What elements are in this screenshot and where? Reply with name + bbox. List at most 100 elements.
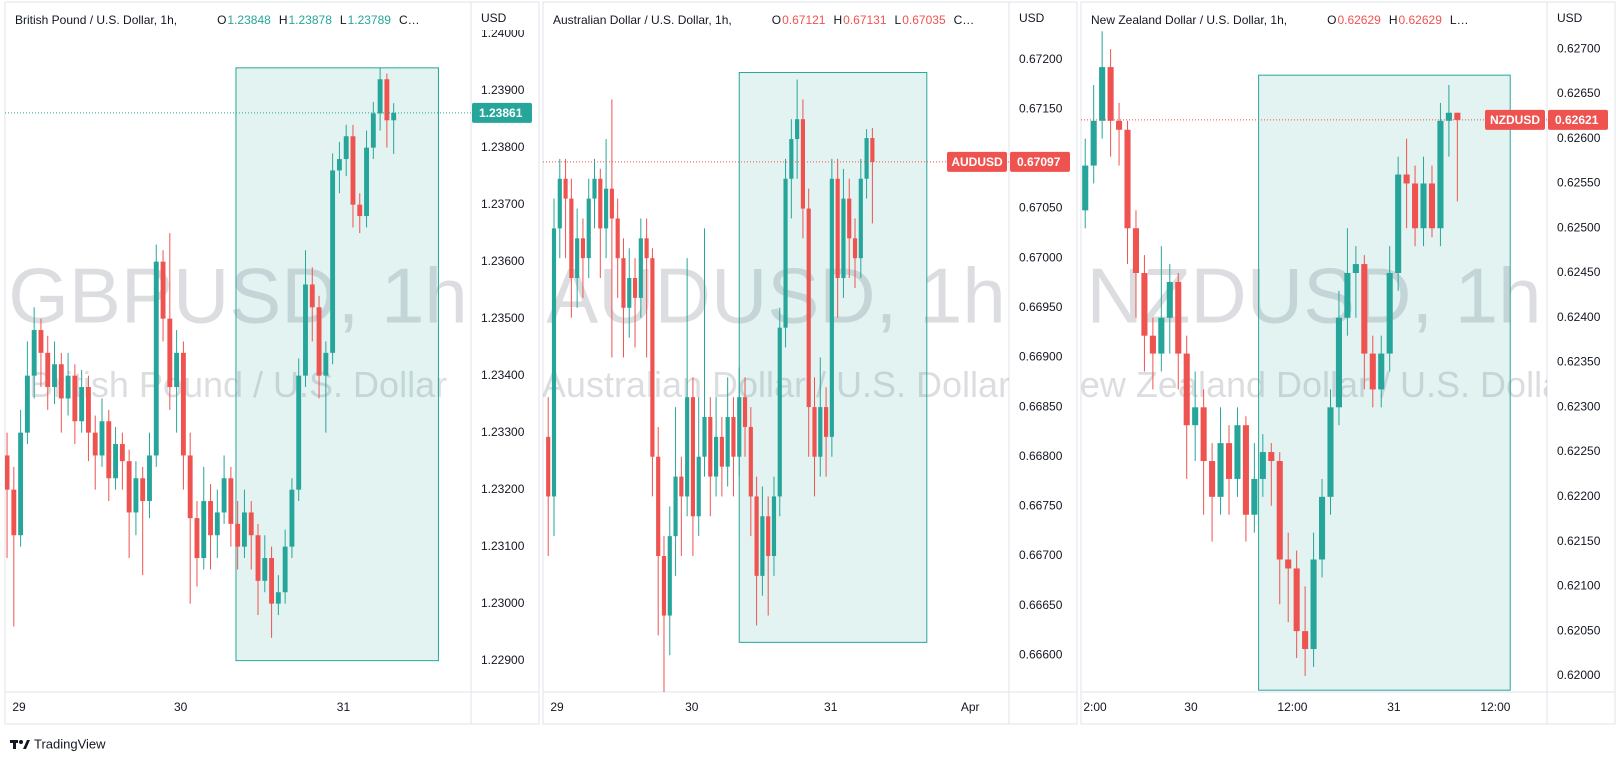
y-tick-label: 1.23400 <box>481 368 525 382</box>
candle-body <box>644 238 649 259</box>
y-tick-label: 0.62350 <box>1557 355 1601 369</box>
ohlc-value: 1.23878 <box>288 13 332 27</box>
y-tick-label: 0.66750 <box>1019 499 1063 513</box>
y-tick-label: 0.62000 <box>1557 668 1601 682</box>
candle-body <box>1445 112 1452 121</box>
candle-body <box>679 476 684 497</box>
x-tick-label: Apr <box>961 700 980 714</box>
candle-body <box>330 170 336 353</box>
candle-body <box>1412 183 1419 229</box>
candle-body <box>65 375 71 399</box>
candle-body <box>1099 67 1106 121</box>
symbol-title: British Pound / U.S. Dollar, 1h, <box>15 13 177 27</box>
candle-body <box>323 352 329 376</box>
header-bg <box>547 9 1005 31</box>
x-tick-label: 2:00 <box>1083 700 1107 714</box>
candle-body <box>1116 120 1123 130</box>
logo-mark <box>19 740 23 744</box>
ohlc-more: L… <box>1450 13 1469 27</box>
x-tick-label: 31 <box>337 700 351 714</box>
ohlc-label: L <box>340 13 347 27</box>
candle-body <box>870 138 875 162</box>
candle-body <box>52 364 57 388</box>
y-tick-label: 0.62300 <box>1557 399 1601 413</box>
candle-body <box>5 455 10 490</box>
candle-body <box>1293 568 1300 632</box>
symbol-tag <box>1485 109 1545 130</box>
candle-body <box>1200 407 1207 462</box>
y-tick-label: 0.62550 <box>1557 176 1601 190</box>
y-tick-label: 1.22900 <box>481 653 525 667</box>
y-tick-label: 0.67200 <box>1019 52 1063 66</box>
candle-body <box>391 112 397 121</box>
candle-body <box>153 261 159 456</box>
candle-body <box>1285 559 1292 569</box>
y-tick-label: 0.62600 <box>1557 131 1601 145</box>
ohlc-label: O <box>1327 13 1336 27</box>
candle-body <box>615 218 620 259</box>
watermark-subtitle: New Zealand Dollar / U.S. Dollar <box>1054 364 1574 405</box>
brand-name: TradingView <box>34 736 106 751</box>
candle-body <box>760 516 765 576</box>
candle-body <box>835 178 840 279</box>
ohlc-value: 0.62629 <box>1337 13 1381 27</box>
chart-panel: NZDUSD, 1hNew Zealand Dollar / U.S. Doll… <box>1054 1 1616 725</box>
candle-body <box>575 238 580 279</box>
candle-body <box>1420 183 1427 229</box>
candle-body <box>282 546 288 593</box>
candle-body <box>604 188 609 229</box>
candle-body <box>11 489 17 536</box>
candle-body <box>546 436 551 497</box>
candle-body <box>1318 496 1326 560</box>
y-tick-label: 1.23500 <box>481 311 525 325</box>
candle-body <box>777 327 782 497</box>
candle-body <box>1378 353 1385 390</box>
ohlc-value: 0.67121 <box>782 13 826 27</box>
candle-body <box>31 330 37 376</box>
candle-body <box>702 417 707 457</box>
candle-body <box>1344 273 1351 318</box>
candle-body <box>580 238 586 259</box>
y-tick-label: 0.66650 <box>1019 598 1063 612</box>
candle-body <box>609 188 614 219</box>
y-tick-label: 0.62100 <box>1557 579 1601 593</box>
candle-body <box>140 478 146 502</box>
y-tick-label: 1.23300 <box>481 425 525 439</box>
candle-body <box>377 79 383 114</box>
candle-body <box>350 136 356 205</box>
y-tick-label: 0.67050 <box>1019 201 1063 215</box>
candle-body <box>336 159 342 171</box>
candle-body <box>1217 443 1224 497</box>
y-axis-label: USD <box>1019 11 1045 25</box>
candle-body <box>303 284 308 376</box>
candle-body <box>1251 478 1258 515</box>
candle-body <box>214 512 220 536</box>
candle-body <box>38 330 44 353</box>
candle-body <box>119 444 125 462</box>
ohlc-label: H <box>279 13 288 27</box>
watermark: GBPUSD, 1h <box>8 252 468 340</box>
candle-body <box>201 501 207 559</box>
candle-body <box>262 558 268 581</box>
candle-body <box>357 204 363 217</box>
candle-body <box>742 397 748 427</box>
candle-body <box>370 113 376 148</box>
x-tick-label: 12:00 <box>1480 700 1510 714</box>
candle-body <box>748 426 753 497</box>
candle-body <box>24 375 30 433</box>
y-tick-label: 0.66900 <box>1019 350 1063 364</box>
candle-body <box>1335 317 1342 408</box>
candle-body <box>852 238 858 259</box>
candle-body <box>800 119 806 209</box>
candle-body <box>45 352 51 388</box>
ohlc-label: H <box>1389 13 1398 27</box>
candle-body <box>1141 273 1148 336</box>
candle-body <box>847 198 852 239</box>
symbol-tag <box>947 151 1007 172</box>
candle-body <box>1192 407 1199 426</box>
candle-body <box>621 258 626 308</box>
x-tick-label: 30 <box>685 700 699 714</box>
candle-body <box>1132 228 1140 274</box>
candle-body <box>364 147 369 217</box>
candle-body <box>1175 281 1182 354</box>
